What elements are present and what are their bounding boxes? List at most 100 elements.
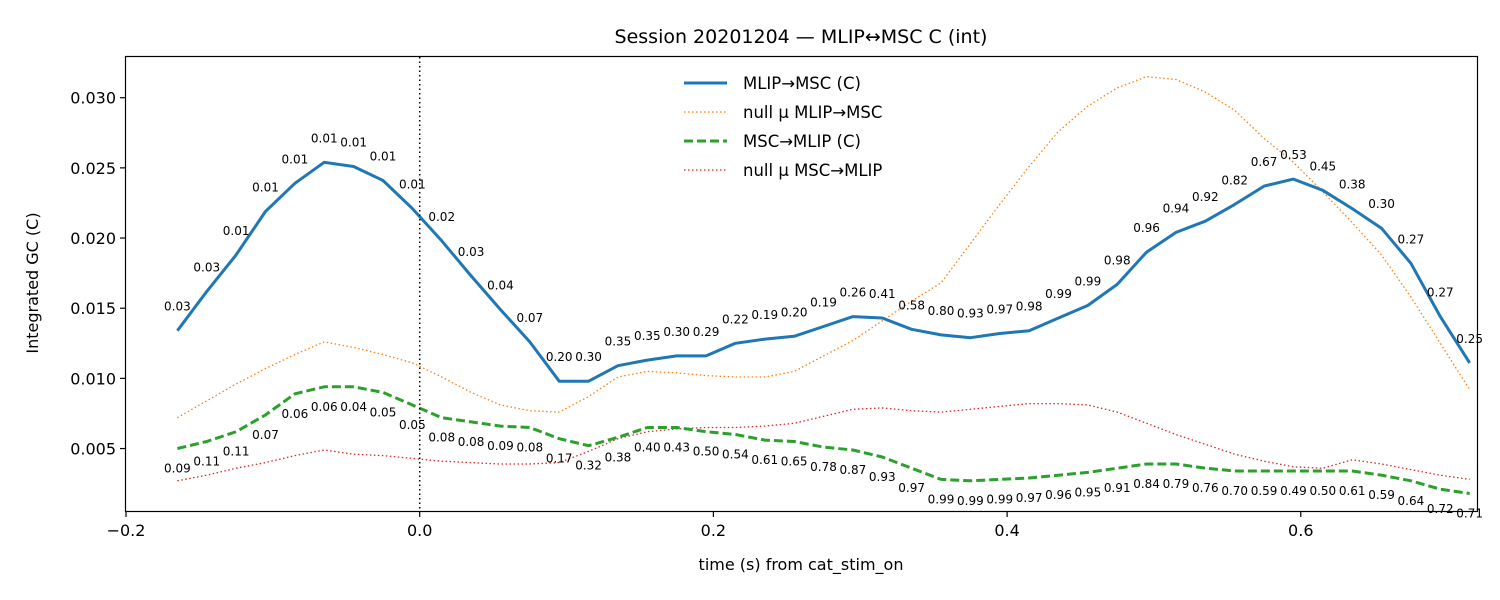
pvalue-label-bottom: 0.06: [282, 407, 309, 421]
series-layer: [176, 75, 1471, 495]
x-tick-label: −0.2: [107, 521, 146, 540]
pvalue-label-top: 0.04: [487, 279, 514, 293]
pvalue-label-top: 0.03: [458, 245, 485, 259]
y-tick-label: 0.010: [70, 369, 116, 388]
pvalue-label-bottom: 0.99: [928, 492, 955, 506]
y-tick-label: 0.025: [70, 159, 116, 178]
x-tick-label: 0.0: [407, 521, 432, 540]
pvalue-label-bottom: 0.71: [1456, 506, 1483, 520]
pvalue-label-top: 0.01: [252, 180, 279, 194]
x-tick-label: 0.2: [701, 521, 726, 540]
pvalue-label-bottom: 0.50: [693, 445, 720, 459]
pvalue-label-top: 0.27: [1427, 286, 1454, 300]
pvalue-label-bottom: 0.32: [575, 459, 602, 473]
pvalue-label-top: 0.19: [751, 308, 778, 322]
pvalue-label-top: 0.01: [340, 135, 367, 149]
pvalue-label-bottom: 0.17: [546, 452, 573, 466]
pvalue-label-bottom: 0.99: [986, 492, 1013, 506]
legend-label-2: null μ MLIP→MSC: [743, 103, 882, 122]
pvalue-label-bottom: 0.08: [516, 440, 543, 454]
pvalue-label-bottom: 0.91: [1104, 481, 1131, 495]
pvalue-label-top: 0.93: [957, 307, 984, 321]
pvalue-label-bottom: 0.70: [1221, 484, 1248, 498]
pvalue-label-bottom: 0.38: [605, 450, 632, 464]
pvalue-label-top: 0.94: [1163, 201, 1190, 215]
pvalue-label-top: 0.45: [1309, 159, 1336, 173]
pvalue-label-bottom: 0.11: [193, 455, 220, 469]
pvalue-label-bottom: 0.07: [252, 428, 279, 442]
pvalue-label-bottom: 0.04: [340, 400, 367, 414]
pvalue-label-top: 0.20: [546, 350, 573, 364]
pvalue-label-top: 0.38: [1339, 178, 1366, 192]
pvalue-label-top: 0.80: [928, 304, 955, 318]
pvalue-label-bottom: 0.08: [458, 435, 485, 449]
pvalue-label-bottom: 0.05: [399, 418, 426, 432]
y-tick-label: 0.030: [70, 89, 116, 108]
pvalue-label-top: 0.99: [1045, 287, 1072, 301]
pvalue-label-bottom: 0.49: [1280, 484, 1307, 498]
pvalue-label-bottom: 0.76: [1192, 481, 1219, 495]
pvalue-label-bottom: 0.08: [428, 431, 455, 445]
pvalue-label-top: 0.03: [193, 260, 220, 274]
pvalue-label-bottom: 0.59: [1368, 488, 1395, 502]
legend-label-3: MSC→MLIP (C): [743, 132, 861, 151]
pvalue-label-bottom: 0.97: [1016, 491, 1043, 505]
pvalue-label-top: 0.35: [605, 335, 632, 349]
pvalue-label-top: 0.03: [164, 300, 191, 314]
pvalue-label-top: 0.20: [781, 305, 808, 319]
pvalue-label-top: 0.97: [986, 302, 1013, 316]
pvalue-label-top: 0.99: [1074, 274, 1101, 288]
pvalue-label-top: 0.07: [516, 311, 543, 325]
pvalue-label-bottom: 0.59: [1251, 484, 1278, 498]
pvalue-annotations: 0.030.030.010.010.010.01 0.010.010.010.02…: [164, 131, 1483, 520]
pvalue-label-bottom: 0.99: [957, 494, 984, 508]
y-tick-label: 0.020: [70, 229, 116, 248]
y-tick-label: 0.015: [70, 299, 116, 318]
pvalue-label-bottom: 0.05: [370, 405, 397, 419]
series-line-3: [177, 385, 1470, 495]
pvalue-label-top: 0.01: [399, 178, 426, 192]
pvalue-label-bottom: 0.43: [663, 440, 690, 454]
pvalue-label-top: 0.25: [1456, 332, 1483, 346]
pvalue-label-bottom: 0.61: [1339, 484, 1366, 498]
pvalue-label-top: 0.30: [575, 350, 602, 364]
series-line-4: [177, 402, 1470, 482]
pvalue-label-top: 0.58: [898, 298, 925, 312]
pvalue-label-bottom: 0.09: [487, 439, 514, 453]
pvalue-label-bottom: 0.96: [1045, 488, 1072, 502]
pvalue-label-top: 0.01: [370, 149, 397, 163]
pvalue-label-bottom: 0.65: [781, 455, 808, 469]
pvalue-label-bottom: 0.97: [898, 481, 925, 495]
pvalue-label-bottom: 0.84: [1133, 477, 1160, 491]
legend-label-4: null μ MSC→MLIP: [743, 161, 882, 180]
pvalue-label-top: 0.98: [1016, 300, 1043, 314]
pvalue-label-top: 0.02: [428, 210, 455, 224]
y-tick-label: 0.005: [70, 440, 116, 459]
pvalue-label-top: 0.01: [311, 131, 338, 145]
pvalue-label-bottom: 0.06: [311, 400, 338, 414]
pvalue-label-bottom: 0.11: [223, 445, 250, 459]
pvalue-label-bottom: 0.64: [1398, 494, 1425, 508]
pvalue-label-bottom: 0.87: [840, 463, 867, 477]
pvalue-label-bottom: 0.72: [1427, 502, 1454, 516]
pvalue-label-top: 0.82: [1221, 173, 1248, 187]
series-line-1: [176, 160, 1471, 383]
pvalue-label-top: 0.01: [282, 152, 309, 166]
pvalue-label-top: 0.67: [1251, 155, 1278, 169]
pvalue-label-top: 0.98: [1104, 253, 1131, 267]
y-axis: 0.005 0.010 0.015 0.020 0.025 0.030: [70, 89, 126, 459]
pvalue-label-bottom: 0.95: [1074, 485, 1101, 499]
pvalue-label-top: 0.92: [1192, 190, 1219, 204]
pvalue-label-top: 0.19: [810, 295, 837, 309]
pvalue-label-top: 0.29: [693, 325, 720, 339]
x-tick-label: 0.6: [1288, 521, 1313, 540]
pvalue-label-top: 0.96: [1133, 221, 1160, 235]
pvalue-label-bottom: 0.54: [722, 448, 749, 462]
pvalue-label-top: 0.30: [663, 325, 690, 339]
pvalue-label-bottom: 0.61: [751, 453, 778, 467]
legend: MLIP→MSC (C) null μ MLIP→MSC MSC→MLIP (C) n…: [684, 74, 882, 180]
pvalue-label-top: 0.35: [634, 329, 661, 343]
pvalue-label-bottom: 0.79: [1163, 477, 1190, 491]
